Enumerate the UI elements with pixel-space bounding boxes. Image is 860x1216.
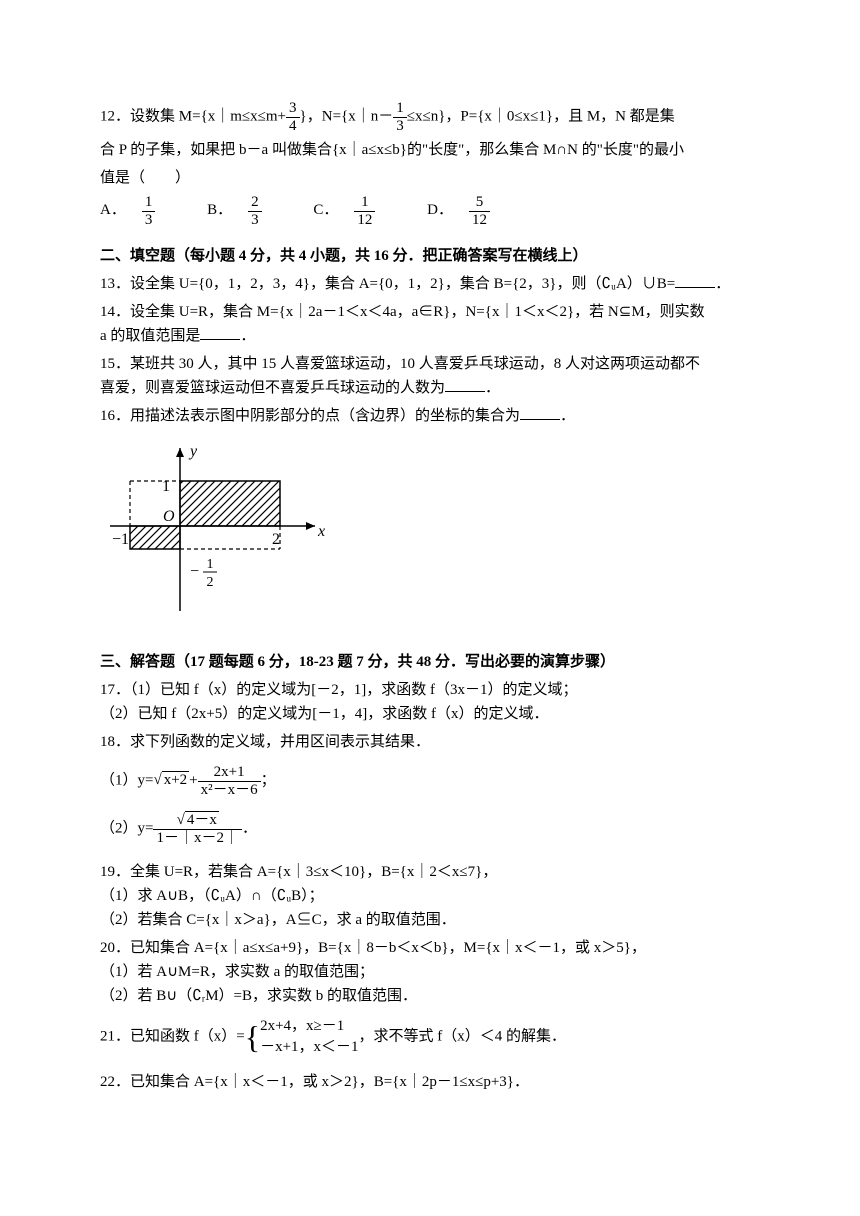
option-d: D．512	[427, 202, 522, 218]
question-12: 12．设数集 M={x｜m≤x≤m+34}，N={x｜n－13≤x≤n}，P={…	[100, 100, 760, 134]
y-neg-half-prefix: −	[190, 563, 199, 580]
q16-diagram: y x O 1 −1 2 − 1 2	[100, 436, 760, 634]
svg-text:1: 1	[207, 557, 214, 572]
option-a: A．13	[100, 202, 187, 218]
q12-line3: 值是（ ）	[100, 166, 760, 190]
q18-sub1: （1）y=x+2+2x+1x²－x－6；	[100, 764, 760, 798]
x-neg-1: −1	[112, 531, 129, 548]
x-pos-2: 2	[272, 531, 280, 548]
question-15: 15．某班共 30 人，其中 15 人喜爱篮球运动，10 人喜爱乒乓球运动，8 …	[100, 352, 760, 400]
q12-text-mid2: ≤x≤n}，P={x｜0≤x≤1}，且 M，N 都是集	[407, 108, 675, 124]
q12-text-prefix: 设数集 M={x｜m≤x≤m+	[130, 108, 286, 124]
question-18: 18．求下列函数的定义域，并用区间表示其结果． （1）y=x+2+2x+1x²－…	[100, 730, 760, 846]
q18-sub2: （2）y=4－x1－｜x－2｜．	[100, 812, 760, 846]
section-3-header: 三、解答题（17 题每题 6 分，18-23 题 7 分，共 48 分．写出必要…	[100, 650, 760, 674]
question-20: 20．已知集合 A={x｜a≤x≤a+9}，B={x｜8－b＜x＜b}，M={x…	[100, 936, 760, 1008]
q12-frac1: 34	[286, 100, 300, 134]
blank-16	[520, 404, 560, 420]
q12-line2: 合 P 的子集，如果把 b－a 叫做集合{x｜a≤x≤b}的"长度"，那么集合 …	[100, 138, 760, 162]
y-tick-1: 1	[162, 478, 170, 495]
blank-14	[200, 324, 240, 340]
sqrt-icon: x+2	[153, 768, 189, 792]
q12-number: 12．	[100, 108, 130, 124]
q12-text-mid1: }，N={x｜n－	[300, 108, 394, 124]
option-b: B．23	[207, 202, 294, 218]
x-axis-label: x	[317, 523, 325, 540]
coordinate-diagram: y x O 1 −1 2 − 1 2	[100, 436, 330, 626]
blank-13	[675, 272, 715, 288]
piecewise-function: {2x+4，x≥－1－x+1，x＜－1	[245, 1016, 359, 1058]
section-2-header: 二、填空题（每小题 4 分，共 4 小题，共 16 分．把正确答案写在横线上）	[100, 244, 760, 268]
q12-frac2: 13	[393, 100, 407, 134]
question-19: 19．全集 U=R，若集合 A={x｜3≤x＜10}，B={x｜2＜x≤7}， …	[100, 860, 760, 932]
question-16: 16．用描述法表示图中阴影部分的点（含边界）的坐标的集合为．	[100, 404, 760, 428]
option-c: C．112	[313, 202, 407, 218]
brace-icon: {	[245, 1021, 260, 1053]
question-13: 13．设全集 U={0，1，2，3，4}，集合 A={0，1，2}，集合 B={…	[100, 272, 760, 296]
question-14: 14．设全集 U=R，集合 M={x｜2a－1＜x＜4a，a∈R}，N={x｜1…	[100, 300, 760, 348]
question-17: 17．（1）已知 f（x）的定义域为[－2，1]，求函数 f（3x－1）的定义域…	[100, 678, 760, 726]
blank-15	[445, 376, 485, 392]
svg-text:2: 2	[207, 575, 214, 590]
q12-options: A．13 B．23 C．112 D．512	[100, 194, 760, 228]
origin-label: O	[163, 508, 175, 525]
question-21: 21．已知函数 f（x）={2x+4，x≥－1－x+1，x＜－1，求不等式 f（…	[100, 1016, 760, 1058]
question-22: 22．已知集合 A={x｜x＜－1，或 x＞2}，B={x｜2p－1≤x≤p+3…	[100, 1070, 760, 1094]
y-axis-label: y	[188, 443, 198, 460]
